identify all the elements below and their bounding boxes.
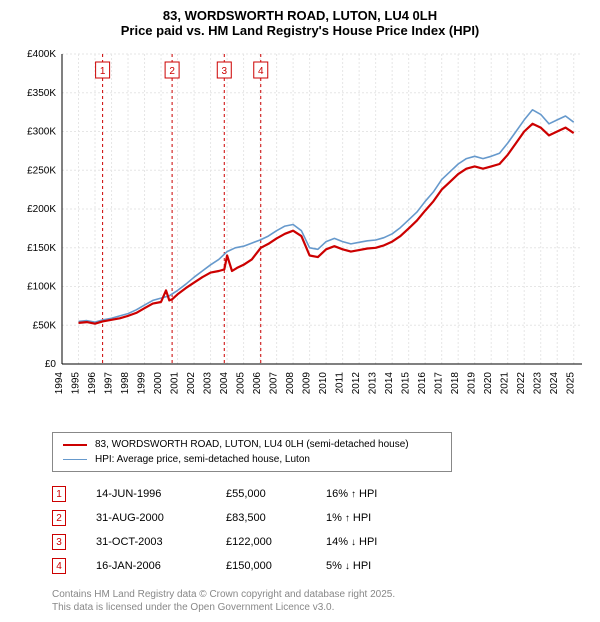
sale-price: £83,500 xyxy=(226,512,326,524)
svg-text:1: 1 xyxy=(100,66,106,77)
svg-text:1994: 1994 xyxy=(54,372,65,395)
svg-text:2001: 2001 xyxy=(170,372,181,395)
svg-text:2024: 2024 xyxy=(549,372,560,395)
svg-text:2008: 2008 xyxy=(285,372,296,395)
svg-text:£150K: £150K xyxy=(27,243,56,254)
legend-swatch xyxy=(63,459,87,460)
sale-price: £122,000 xyxy=(226,536,326,548)
svg-text:2013: 2013 xyxy=(368,372,379,395)
svg-text:2012: 2012 xyxy=(351,372,362,395)
svg-text:2015: 2015 xyxy=(401,372,412,395)
svg-text:£250K: £250K xyxy=(27,165,56,176)
legend-label: HPI: Average price, semi-detached house,… xyxy=(95,452,310,467)
svg-text:2003: 2003 xyxy=(203,372,214,395)
sale-hpi: 14% ↓ HPI xyxy=(326,536,436,548)
sale-hpi: 1% ↑ HPI xyxy=(326,512,436,524)
svg-text:1996: 1996 xyxy=(87,372,98,395)
sale-price: £55,000 xyxy=(226,488,326,500)
svg-text:2005: 2005 xyxy=(236,372,247,395)
chart-area: £0 £50K £100K £150K £200K £250K £300K £350K £400… xyxy=(12,44,588,424)
sale-marker: 4 xyxy=(52,558,66,574)
svg-text:2004: 2004 xyxy=(219,372,230,395)
footnote-line: Contains HM Land Registry data © Crown c… xyxy=(52,588,588,601)
sale-date: 31-AUG-2000 xyxy=(96,512,226,524)
sale-date: 14-JUN-1996 xyxy=(96,488,226,500)
sale-hpi: 5% ↓ HPI xyxy=(326,560,436,572)
svg-text:2023: 2023 xyxy=(533,372,544,395)
svg-text:2018: 2018 xyxy=(450,372,461,395)
svg-text:2009: 2009 xyxy=(302,372,313,395)
sales-table: 1 14-JUN-1996£55,00016% ↑ HPI 2 31-AUG-2000… xyxy=(52,482,588,578)
svg-text:3: 3 xyxy=(221,66,227,77)
svg-text:2007: 2007 xyxy=(269,372,280,395)
sale-row: 3 31-OCT-2003£122,00014% ↓ HPI xyxy=(52,530,588,554)
sale-row: 2 31-AUG-2000£83,5001% ↑ HPI xyxy=(52,506,588,530)
legend-item: HPI: Average price, semi-detached house,… xyxy=(63,452,441,467)
svg-text:£100K: £100K xyxy=(27,282,56,293)
svg-text:£300K: £300K xyxy=(27,127,56,138)
sale-row: 1 14-JUN-1996£55,00016% ↑ HPI xyxy=(52,482,588,506)
svg-text:£350K: £350K xyxy=(27,88,56,99)
legend-label: 83, WORDSWORTH ROAD, LUTON, LU4 0LH (sem… xyxy=(95,437,409,452)
svg-text:1998: 1998 xyxy=(120,372,131,395)
svg-text:1997: 1997 xyxy=(104,372,115,395)
chart-title-line2: Price paid vs. HM Land Registry's House … xyxy=(12,23,588,38)
arrow-icon: ↑ xyxy=(345,513,350,524)
arrow-icon: ↓ xyxy=(345,561,350,572)
svg-text:2014: 2014 xyxy=(384,372,395,395)
sale-hpi: 16% ↑ HPI xyxy=(326,488,436,500)
svg-text:4: 4 xyxy=(258,66,264,77)
svg-text:£0: £0 xyxy=(45,359,57,370)
arrow-icon: ↑ xyxy=(351,489,356,500)
sale-price: £150,000 xyxy=(226,560,326,572)
legend-item: 83, WORDSWORTH ROAD, LUTON, LU4 0LH (sem… xyxy=(63,437,441,452)
svg-text:2021: 2021 xyxy=(500,372,511,395)
svg-text:2017: 2017 xyxy=(434,372,445,395)
svg-text:2000: 2000 xyxy=(153,372,164,395)
legend-swatch xyxy=(63,444,87,446)
svg-text:2002: 2002 xyxy=(186,372,197,395)
footnote: Contains HM Land Registry data © Crown c… xyxy=(52,588,588,614)
svg-text:£50K: £50K xyxy=(33,320,57,331)
svg-text:2006: 2006 xyxy=(252,372,263,395)
svg-text:£400K: £400K xyxy=(27,49,56,60)
line-chart: £0 £50K £100K £150K £200K £250K £300K £350K £400… xyxy=(12,44,588,424)
arrow-icon: ↓ xyxy=(351,537,356,548)
svg-text:2010: 2010 xyxy=(318,372,329,395)
sale-date: 16-JAN-2006 xyxy=(96,560,226,572)
svg-text:2: 2 xyxy=(169,66,175,77)
legend: 83, WORDSWORTH ROAD, LUTON, LU4 0LH (sem… xyxy=(52,432,452,472)
svg-text:2016: 2016 xyxy=(417,372,428,395)
sale-row: 4 16-JAN-2006£150,0005% ↓ HPI xyxy=(52,554,588,578)
svg-text:1999: 1999 xyxy=(137,372,148,395)
sale-marker: 3 xyxy=(52,534,66,550)
footnote-line: This data is licensed under the Open Gov… xyxy=(52,601,588,614)
svg-text:2025: 2025 xyxy=(566,372,577,395)
svg-text:1995: 1995 xyxy=(71,372,82,395)
chart-title-line1: 83, WORDSWORTH ROAD, LUTON, LU4 0LH xyxy=(12,8,588,23)
sale-marker: 1 xyxy=(52,486,66,502)
sale-date: 31-OCT-2003 xyxy=(96,536,226,548)
svg-text:2022: 2022 xyxy=(516,372,527,395)
svg-text:£200K: £200K xyxy=(27,204,56,215)
svg-text:2020: 2020 xyxy=(483,372,494,395)
sale-marker: 2 xyxy=(52,510,66,526)
svg-text:2011: 2011 xyxy=(335,372,346,394)
svg-text:2019: 2019 xyxy=(467,372,478,395)
